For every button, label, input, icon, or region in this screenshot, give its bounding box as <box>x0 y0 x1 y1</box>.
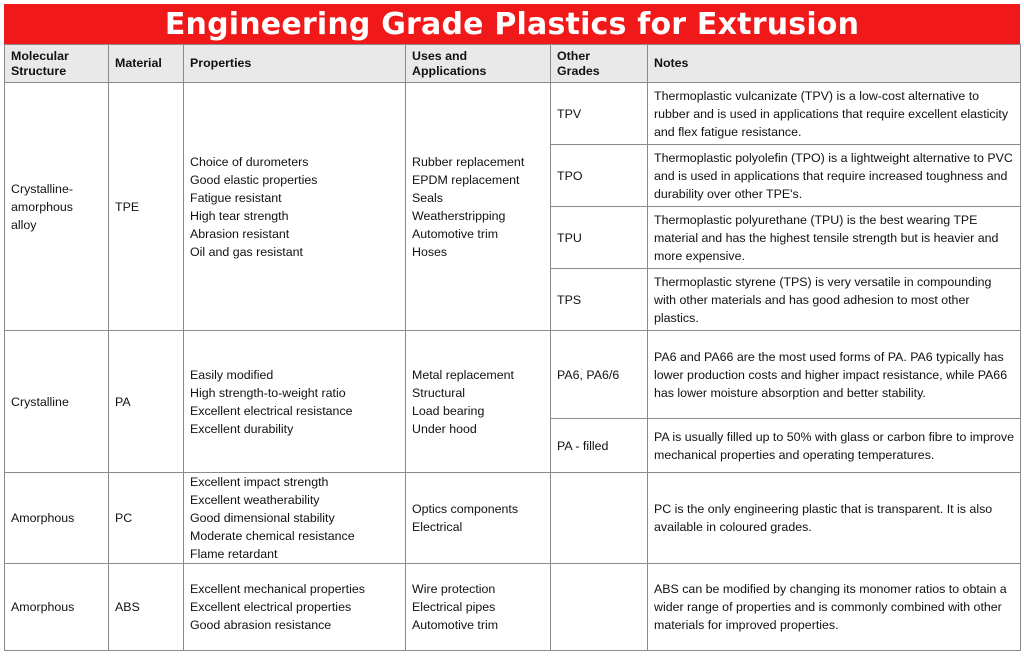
grade-cell <box>550 472 648 564</box>
plastics-table-sheet: Engineering Grade Plastics for Extrusion… <box>4 4 1021 657</box>
structure-cell: Crystalline <box>4 330 109 473</box>
uses-cell: Wire protection Electrical pipes Automot… <box>405 563 551 651</box>
grade-cell: PA6, PA6/6 <box>550 330 648 419</box>
grade-cell: PA - filled <box>550 418 648 473</box>
header-uses: Uses and Applications <box>405 44 551 83</box>
note-cell: PA is usually filled up to 50% with glas… <box>647 418 1021 473</box>
note-cell: Thermoplastic polyurethane (TPU) is the … <box>647 206 1021 269</box>
material-cell: PC <box>108 472 184 564</box>
header-row: Molecular Structure Material Properties … <box>4 44 1021 83</box>
properties-cell: Easily modified High strength-to-weight … <box>183 330 406 473</box>
page-title: Engineering Grade Plastics for Extrusion <box>4 4 1020 44</box>
header-properties: Properties <box>183 44 406 83</box>
table-row: Crystalline PA Easily modified High stre… <box>4 330 1021 473</box>
note-cell: PA6 and PA66 are the most used forms of … <box>647 330 1021 419</box>
grade-cell: TPU <box>550 206 648 269</box>
uses-cell: Metal replacement Structural Load bearin… <box>405 330 551 473</box>
header-molecular-structure: Molecular Structure <box>4 44 109 83</box>
structure-cell: Amorphous <box>4 472 109 564</box>
table-row: PA - filled PA is usually filled up to 5… <box>5 418 1021 473</box>
grade-cell <box>550 563 648 651</box>
structure-cell: Amorphous <box>4 563 109 651</box>
table-row: Amorphous ABS Excellent mechanical prope… <box>4 563 1021 651</box>
table-row: TPU Thermoplastic polyurethane (TPU) is … <box>5 206 1021 269</box>
table-row: TPS Thermoplastic styrene (TPS) is very … <box>5 268 1021 331</box>
material-cell: TPE <box>108 82 184 331</box>
grade-cell: TPO <box>550 144 648 207</box>
note-cell: Thermoplastic polyolefin (TPO) is a ligh… <box>647 144 1021 207</box>
material-cell: ABS <box>108 563 184 651</box>
properties-cell: Excellent mechanical properties Excellen… <box>183 563 406 651</box>
grade-cell: TPS <box>550 268 648 331</box>
header-material: Material <box>108 44 184 83</box>
note-cell: ABS can be modified by changing its mono… <box>647 563 1021 651</box>
material-cell: PA <box>108 330 184 473</box>
structure-cell: Crystalline- amorphous alloy <box>4 82 109 331</box>
properties-cell: Choice of durometers Good elastic proper… <box>183 82 406 331</box>
note-cell: PC is the only engineering plastic that … <box>647 472 1021 564</box>
uses-cell: Rubber replacement EPDM replacement Seal… <box>405 82 551 331</box>
note-cell: Thermoplastic styrene (TPS) is very vers… <box>647 268 1021 331</box>
uses-cell: Optics components Electrical <box>405 472 551 564</box>
plastics-table: Molecular Structure Material Properties … <box>4 44 1021 651</box>
note-cell: Thermoplastic vulcanizate (TPV) is a low… <box>647 82 1021 145</box>
table-row: TPO Thermoplastic polyolefin (TPO) is a … <box>5 144 1021 207</box>
header-other-grades: Other Grades <box>550 44 648 83</box>
table-row: Amorphous PC Excellent impact strength E… <box>4 472 1021 564</box>
grade-cell: TPV <box>550 82 648 145</box>
header-notes: Notes <box>647 44 1021 83</box>
table-row: Crystalline- amorphous alloy TPE Choice … <box>4 82 1021 331</box>
properties-cell: Excellent impact strength Excellent weat… <box>183 472 406 564</box>
